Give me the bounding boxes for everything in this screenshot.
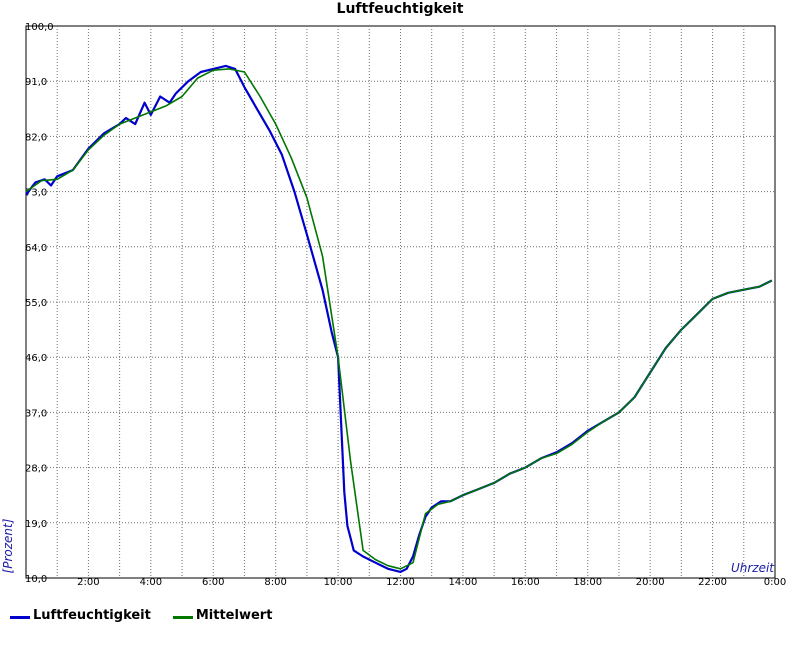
y-tick-label: 37,0 (25, 408, 47, 419)
legend-label-luftfeuchtigkeit: Luftfeuchtigkeit (33, 608, 151, 623)
y-tick-label: 46,0 (25, 353, 47, 364)
x-tick-label: 20:00 (636, 577, 665, 588)
legend-label-mittelwert: Mittelwert (195, 608, 273, 623)
grid-lines (26, 26, 775, 578)
x-tick-labels: 2:00 4:00 6:00 8:00 10:00 12:00 14:00 16:00 18:0… (77, 577, 786, 588)
x-tick-label: 10:00 (324, 577, 353, 588)
x-axis-label: Uhrzeit (731, 561, 775, 575)
x-tick-label: 14:00 (449, 577, 478, 588)
y-tick-label: 28,0 (25, 464, 47, 475)
y-tick-label: 55,0 (25, 298, 47, 309)
humidity-chart: 10,0 19,0 28,0 37,0 46,0 55,0 64,0 73,0 82,0 91,0… (1, 1, 786, 588)
legend: Luftfeuchtigkeit Mittelwert (10, 608, 294, 623)
y-tick-label: 19,0 (25, 519, 47, 530)
legend-swatch-mittelwert (172, 616, 193, 619)
y-tick-label: 10,0 (25, 574, 47, 585)
y-tick-labels: 10,0 19,0 28,0 37,0 46,0 55,0 64,0 73,0 82,0 91,0… (25, 22, 54, 585)
series-layer (25, 64, 773, 574)
legend-item-luftfeuchtigkeit: Luftfeuchtigkeit (10, 608, 151, 623)
series-line-mittelwert (25, 68, 773, 570)
y-tick-label: 64,0 (25, 243, 47, 254)
x-tick-label: 12:00 (386, 577, 415, 588)
x-tick-label: 0:00 (764, 577, 786, 588)
y-tick-label: 100,0 (25, 22, 54, 33)
x-tick-label: 16:00 (511, 577, 540, 588)
y-tick-label: 91,0 (25, 77, 47, 88)
x-tick-label: 8:00 (264, 577, 286, 588)
legend-swatch-luftfeuchtigkeit (10, 616, 30, 619)
x-tick-label: 2:00 (77, 577, 99, 588)
chart-title: Luftfeuchtigkeit (337, 1, 464, 17)
legend-item-mittelwert: Mittelwert (172, 608, 273, 623)
x-tick-label: 4:00 (140, 577, 162, 588)
x-tick-label: 6:00 (202, 577, 224, 588)
y-tick-label: 82,0 (25, 132, 47, 143)
x-tick-label: 18:00 (573, 577, 602, 588)
x-tick-label: 22:00 (698, 577, 727, 588)
y-axis-label: [Prozent] (1, 518, 15, 573)
y-tick-label: 73,0 (25, 188, 47, 199)
